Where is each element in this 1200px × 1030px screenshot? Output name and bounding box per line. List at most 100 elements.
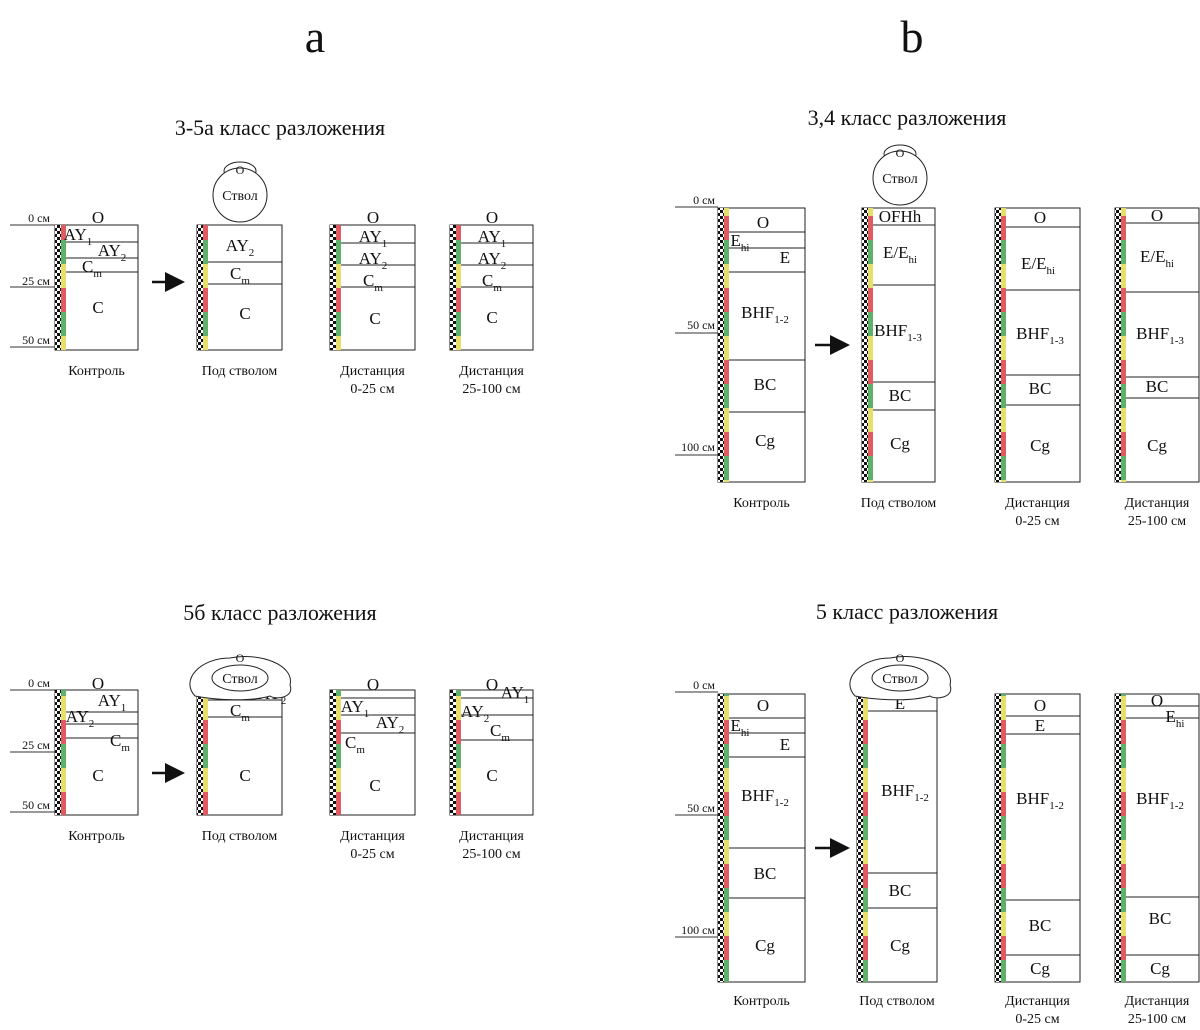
horizon-label: BC xyxy=(889,881,912,900)
column-caption: Под стволом xyxy=(861,496,937,511)
diagram-title: 5б класс разложения xyxy=(183,600,376,625)
horizon-name: BC xyxy=(889,881,912,900)
horizon-name: BHF xyxy=(1136,789,1169,808)
horizon-name: Cg xyxy=(1030,959,1050,978)
horizon-subscript: 1-3 xyxy=(1169,335,1184,347)
horizon-name: AY xyxy=(376,713,399,732)
horizon-name: BHF xyxy=(881,781,914,800)
horizon-name: C xyxy=(230,701,241,720)
horizon-name: AY xyxy=(359,249,382,268)
horizon-subscript: 1-2 xyxy=(774,797,789,809)
column-caption: Под стволом xyxy=(202,829,278,844)
horizon-name: O xyxy=(757,696,769,715)
depth-label: 50 см xyxy=(22,798,50,812)
horizon-subscript: m xyxy=(241,712,250,724)
horizon-subscript: hi xyxy=(1165,258,1174,270)
horizon-name: O xyxy=(1034,696,1046,715)
horizon-name: BC xyxy=(889,386,912,405)
horizon-name: BC xyxy=(1149,909,1172,928)
horizon-name: Cg xyxy=(755,431,775,450)
horizon-name: E xyxy=(731,231,741,250)
stripe-checker xyxy=(330,225,336,350)
horizon-label: E xyxy=(1035,716,1045,735)
horizon-label: O xyxy=(757,696,769,715)
column-caption: Под стволом xyxy=(202,364,278,379)
column-caption: Дистанция xyxy=(459,829,524,844)
stripe-color xyxy=(724,694,729,982)
horizon-name: C xyxy=(345,733,356,752)
horizon-subscript: 2 xyxy=(249,247,255,259)
horizon-subscript: m xyxy=(241,275,250,287)
horizon-subscript: hi xyxy=(1176,718,1185,730)
depth-label: 25 см xyxy=(22,738,50,752)
trunk-label: Ствол xyxy=(222,189,258,204)
trunk-label: Ствол xyxy=(882,672,918,687)
horizon-label: C xyxy=(486,308,497,327)
horizon-name: C xyxy=(110,731,121,750)
horizon-name: BC xyxy=(1146,377,1169,396)
horizon-label: C xyxy=(369,776,380,795)
diagram-title: 3,4 класс разложения xyxy=(808,105,1007,130)
horizon-subscript: m xyxy=(493,282,502,294)
column-caption: Контроль xyxy=(733,496,790,511)
horizon-name: E/E xyxy=(883,243,909,262)
column-caption: Дистанция xyxy=(1125,994,1190,1009)
diagram-title: 3-5а класс разложения xyxy=(175,115,385,140)
horizon-label: BC xyxy=(754,864,777,883)
stripe-color xyxy=(1001,694,1006,982)
horizon-name: Cg xyxy=(1030,436,1050,455)
horizon-subscript: 1 xyxy=(121,702,127,714)
horizon-name: BHF xyxy=(874,321,907,340)
horizon-label: O xyxy=(367,208,379,227)
horizon-name: AY xyxy=(64,225,87,244)
horizon-subscript: 1 xyxy=(501,238,507,250)
horizon-subscript: m xyxy=(121,742,130,754)
horizon-name: O xyxy=(486,208,498,227)
horizon-name: Cg xyxy=(890,936,910,955)
column-caption: Контроль xyxy=(68,364,125,379)
stripe-checker xyxy=(718,694,724,982)
horizon-name: BC xyxy=(1029,379,1052,398)
column-caption: 25-100 см xyxy=(462,382,520,397)
horizon-name: AY xyxy=(359,227,382,246)
horizon-name: Cg xyxy=(1150,959,1170,978)
horizon-label: BC xyxy=(1029,379,1052,398)
horizon-name: Cg xyxy=(755,936,775,955)
stripe-color xyxy=(336,225,341,350)
stripe-checker xyxy=(995,694,1001,982)
horizon-label: Cg xyxy=(890,434,910,453)
horizon-name: O xyxy=(367,675,379,694)
horizon-name: O xyxy=(1034,208,1046,227)
column-caption: Контроль xyxy=(733,994,790,1009)
horizon-label: C xyxy=(486,766,497,785)
horizon-label: BC xyxy=(889,386,912,405)
column-caption: Дистанция xyxy=(1005,496,1070,511)
horizon-name: BHF xyxy=(741,786,774,805)
horizon-name: C xyxy=(92,298,103,317)
horizon-name: AY xyxy=(461,702,484,721)
stripe-checker xyxy=(857,694,863,982)
horizon-name: BC xyxy=(754,375,777,394)
horizon-name: E xyxy=(780,248,790,267)
profile-box xyxy=(995,694,1080,982)
horizon-label: O xyxy=(367,675,379,694)
depth-label: 0 см xyxy=(693,678,715,692)
stripe-color xyxy=(1121,694,1126,982)
horizon-name: C xyxy=(490,721,501,740)
stripe-checker xyxy=(718,208,724,482)
stripe-checker xyxy=(330,690,336,815)
horizon-subscript: m xyxy=(356,744,365,756)
horizon-name: BHF xyxy=(1136,324,1169,343)
horizon-name: Cg xyxy=(890,434,910,453)
horizon-name: C xyxy=(486,308,497,327)
column-caption: Контроль xyxy=(68,829,125,844)
horizon-name: BC xyxy=(754,864,777,883)
stripe-checker xyxy=(1115,208,1121,482)
horizon-label: E xyxy=(780,735,790,754)
horizon-name: O xyxy=(757,213,769,232)
horizon-name: BC xyxy=(1029,916,1052,935)
soil-profiles-figure: a3-5а класс разложения0 см25 см50 смOAY1… xyxy=(0,0,1200,1030)
horizon-label: O xyxy=(486,208,498,227)
depth-label: 100 см xyxy=(681,440,715,454)
horizon-subscript: 1-2 xyxy=(1049,800,1064,812)
